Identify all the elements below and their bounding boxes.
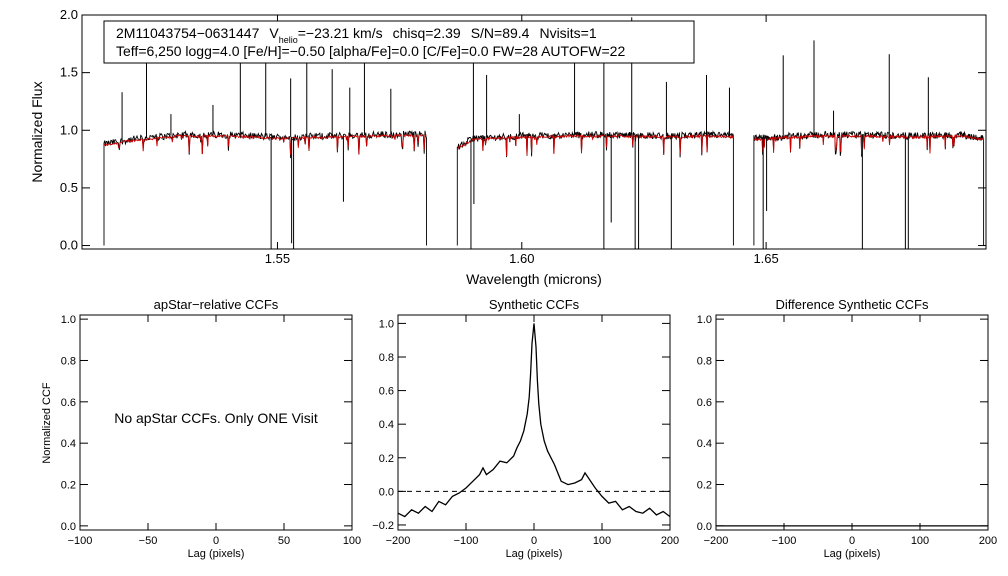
x-tick-label: −100 [772,535,797,547]
y-tick-label: 0.8 [697,355,712,367]
apstar-ccf-panel: −100 −50 0 50 100 0.0 0.2 0.4 0.6 0.8 1.0 apStar−r… [41,297,361,560]
ccf-series-ccf [397,323,671,518]
y-tick-label: 1.0 [61,314,76,326]
y-tick-label: 0.2 [379,453,394,465]
y-tick-label: 0.6 [379,386,394,398]
synthetic-ccf-plot-area [397,323,671,518]
x-tick-label: 200 [979,535,997,547]
x-tick-label: 100 [593,535,611,547]
y-tick-label: 1.0 [697,314,712,326]
synthetic-ccf-ticks: −200 −100 0 100 200 −0.2 0.0 0.2 0.4 0.6 0.8 1.0 [372,315,679,547]
y-tick-label: 1.0 [379,318,394,330]
y-tick-label: 0.6 [61,397,76,409]
spectrum-x-axis-title: Wavelength (microns) [466,271,602,287]
y-tick-label: 1.5 [60,65,78,80]
synthetic-ccf-frame [397,314,671,531]
y-tick-label: 0.0 [379,486,394,498]
x-tick-label: 0 [213,535,219,547]
y-tick-label: 0.2 [697,480,712,492]
snr-value: S/N=89.4 [471,25,530,41]
observed-spectrum-chip [456,130,734,246]
y-tick-label: 2.0 [60,7,78,22]
x-tick-label: 1.55 [265,251,290,266]
v-helio-label: V [269,25,279,41]
y-tick-label: 0.6 [697,397,712,409]
apstar-ccf-title: apStar−relative CCFs [154,297,279,312]
no-ccf-message: No apStar CCFs. Only ONE Visit [114,410,318,426]
x-tick-label: 1.65 [753,251,778,266]
synthetic-ccf-x-axis-title: Lag (pixels) [506,548,563,560]
apstar-ccf-x-axis-title: Lag (pixels) [188,548,245,560]
y-tick-label: 0.0 [61,521,76,533]
x-tick-label: −200 [704,535,729,547]
x-tick-label: 50 [278,535,290,547]
y-tick-label: 0.4 [379,419,394,431]
spectrum-frame [81,14,987,250]
x-tick-label: 0 [849,535,855,547]
difference-ccf-x-axis-title: Lag (pixels) [824,548,881,560]
observed-spectrum-chip [103,129,427,246]
x-tick-label: 100 [911,535,929,547]
apstar-ccf-ticks: −100 −50 0 50 100 0.0 0.2 0.4 0.6 0.8 1.0 [61,314,361,547]
x-tick-label: 1.60 [509,251,534,266]
model-spectrum-chip [456,133,734,157]
x-tick-label: −200 [386,535,411,547]
x-tick-label: −100 [68,535,93,547]
y-tick-label: 0.8 [379,352,394,364]
info-line-1: 2M11043754−0631447 Vhelio=−23.21 km/s chis… [116,25,597,45]
observed-spectrum-chip [753,130,985,246]
x-tick-label: 100 [343,535,361,547]
chisq-value: chisq=2.39 [393,25,461,41]
difference-ccf-title: Difference Synthetic CCFs [776,297,929,312]
v-helio-subscript: helio [279,35,298,45]
ccf-y-axis-title: Normalized CCF [41,382,53,464]
info-line-2: Teff=6,250 logg=4.0 [Fe/H]=−0.50 [alpha/… [116,43,625,59]
x-tick-label: 0 [531,535,537,547]
y-tick-label: 0.5 [60,180,78,195]
nvisits-value: Nvisits=1 [539,25,596,41]
info-box [103,20,695,64]
synthetic-ccf-title: Synthetic CCFs [489,297,580,312]
x-tick-label: 200 [661,535,679,547]
y-tick-label: 0.2 [61,480,76,492]
y-tick-label: 0.0 [60,238,78,253]
y-tick-label: 1.0 [60,122,78,137]
spectrum-y-axis-title: Normalized Flux [29,81,45,182]
y-tick-label: 0.4 [61,438,76,450]
y-tick-label: −0.2 [372,520,394,532]
spectrum-ticks: 1.55 1.60 1.65 0.0 0.5 1.0 1.5 2.0 [60,7,986,266]
spectrum-panel: 1.55 1.60 1.65 0.0 0.5 1.0 1.5 2.0 2M11043754−0… [29,7,987,287]
y-tick-label: 0.0 [697,521,712,533]
v-helio-value: =−23.21 km/s [298,25,383,41]
model-spectrum-chip [103,133,427,156]
synthetic-ccf-panel: −200 −100 0 100 200 −0.2 0.0 0.2 0.4 0.6 0.8 1.0 Sy… [372,297,679,560]
difference-ccf-frame [715,314,989,531]
y-tick-label: 0.4 [697,438,712,450]
star-id: 2M11043754−0631447 [116,25,260,41]
model-spectrum-chip [753,133,985,154]
difference-ccf-panel: −200 −100 0 100 200 0.0 0.2 0.4 0.6 0.8 1.0 Differ… [697,297,997,560]
x-tick-label: −50 [139,535,158,547]
y-tick-label: 0.8 [61,355,76,367]
difference-ccf-ticks: −200 −100 0 100 200 0.0 0.2 0.4 0.6 0.8 1.0 [697,314,997,547]
x-tick-label: −100 [454,535,479,547]
